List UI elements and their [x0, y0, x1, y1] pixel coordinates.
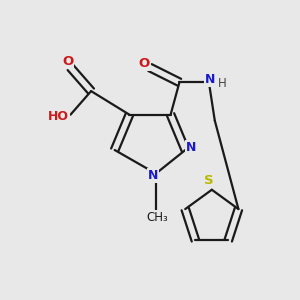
Text: O: O — [139, 57, 150, 70]
Text: S: S — [204, 174, 214, 188]
Text: O: O — [62, 55, 73, 68]
Text: CH₃: CH₃ — [146, 211, 168, 224]
Text: N: N — [205, 73, 215, 86]
Text: HO: HO — [48, 110, 69, 123]
Text: H: H — [218, 77, 226, 90]
Text: N: N — [186, 141, 196, 154]
Text: N: N — [148, 169, 158, 182]
